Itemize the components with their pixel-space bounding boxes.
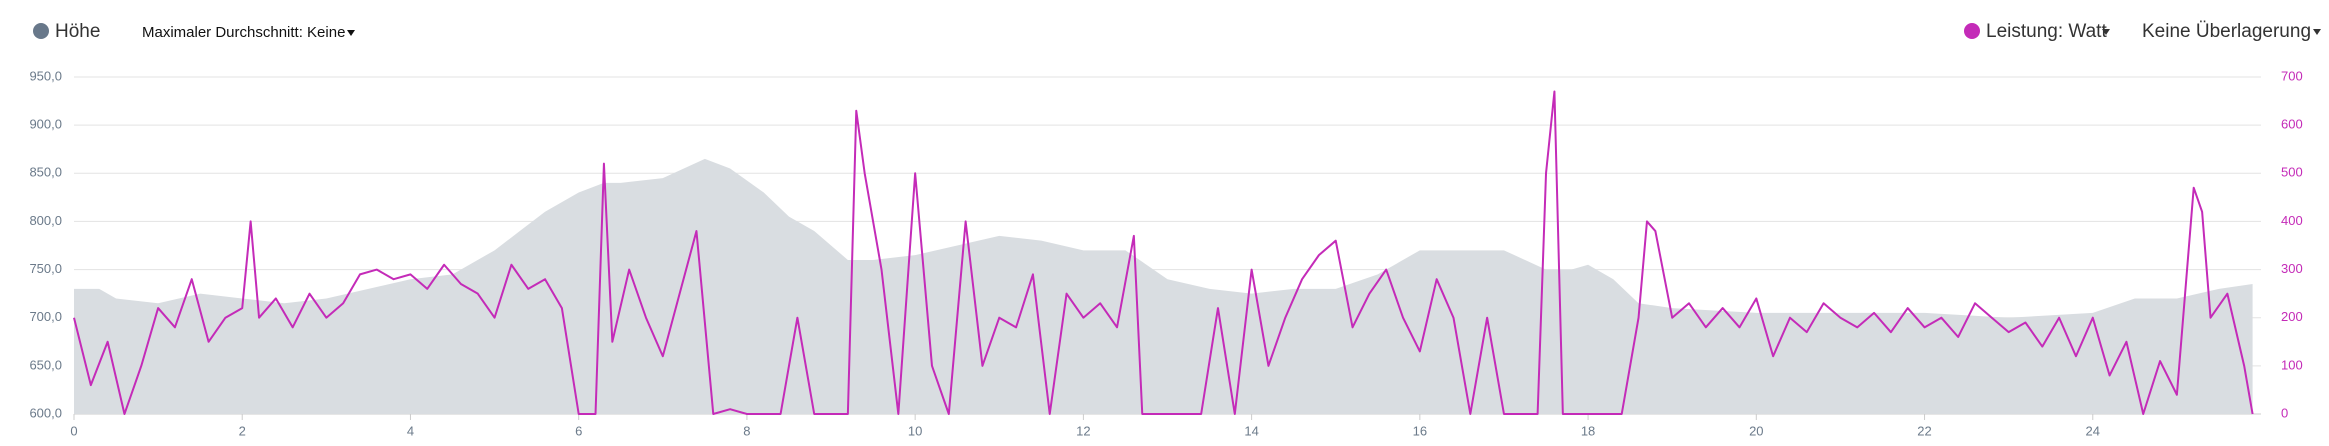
overlay-dropdown[interactable]: Keine Überlagerung [2142,21,2311,42]
x-tick-label: 14 [1244,423,1258,438]
x-tick-label: 8 [743,423,750,438]
legend-marker[interactable] [33,23,49,39]
dropdown-arrow[interactable] [347,30,355,36]
y-tick-label: 900,0 [29,117,62,132]
y-tick-label: 700,0 [29,309,62,324]
y2-tick-label: 200 [2281,309,2303,324]
legend-label[interactable]: Höhe [55,21,100,42]
x-tick-label: 24 [2086,423,2100,438]
y-tick-label: 600,0 [29,405,62,420]
x-tick-label: 2 [239,423,246,438]
elevation-area [74,158,2253,414]
x-tick-label: 20 [1749,423,1763,438]
x-tick-label: 16 [1413,423,1427,438]
x-tick-label: 0 [70,423,77,438]
x-tick-label: 10 [908,423,922,438]
x-tick-label: 18 [1581,423,1595,438]
x-tick-label: 22 [1917,423,1931,438]
y-tick-label: 750,0 [29,261,62,276]
y2-tick-label: 500 [2281,165,2303,180]
x-tick-label: 12 [1076,423,1090,438]
legend-label[interactable]: Leistung: Watt [1986,21,2107,42]
y2-tick-label: 600 [2281,117,2303,132]
x-tick-label: 4 [407,423,414,438]
legend-marker[interactable] [1964,23,1980,39]
max-average-dropdown[interactable]: Maximaler Durchschnitt: Keine [142,24,345,41]
y-tick-label: 850,0 [29,165,62,180]
y2-tick-label: 700 [2281,68,2303,83]
dropdown-arrow[interactable] [2313,29,2321,35]
y-tick-label: 800,0 [29,213,62,228]
y-tick-label: 950,0 [29,68,62,83]
y2-tick-label: 100 [2281,357,2303,372]
dropdown-arrow[interactable] [2102,29,2110,35]
y2-tick-label: 400 [2281,213,2303,228]
y-tick-label: 650,0 [29,357,62,372]
y2-tick-label: 300 [2281,261,2303,276]
x-tick-label: 6 [575,423,582,438]
power-line [73,90,2254,415]
y2-tick-label: 0 [2281,405,2288,420]
